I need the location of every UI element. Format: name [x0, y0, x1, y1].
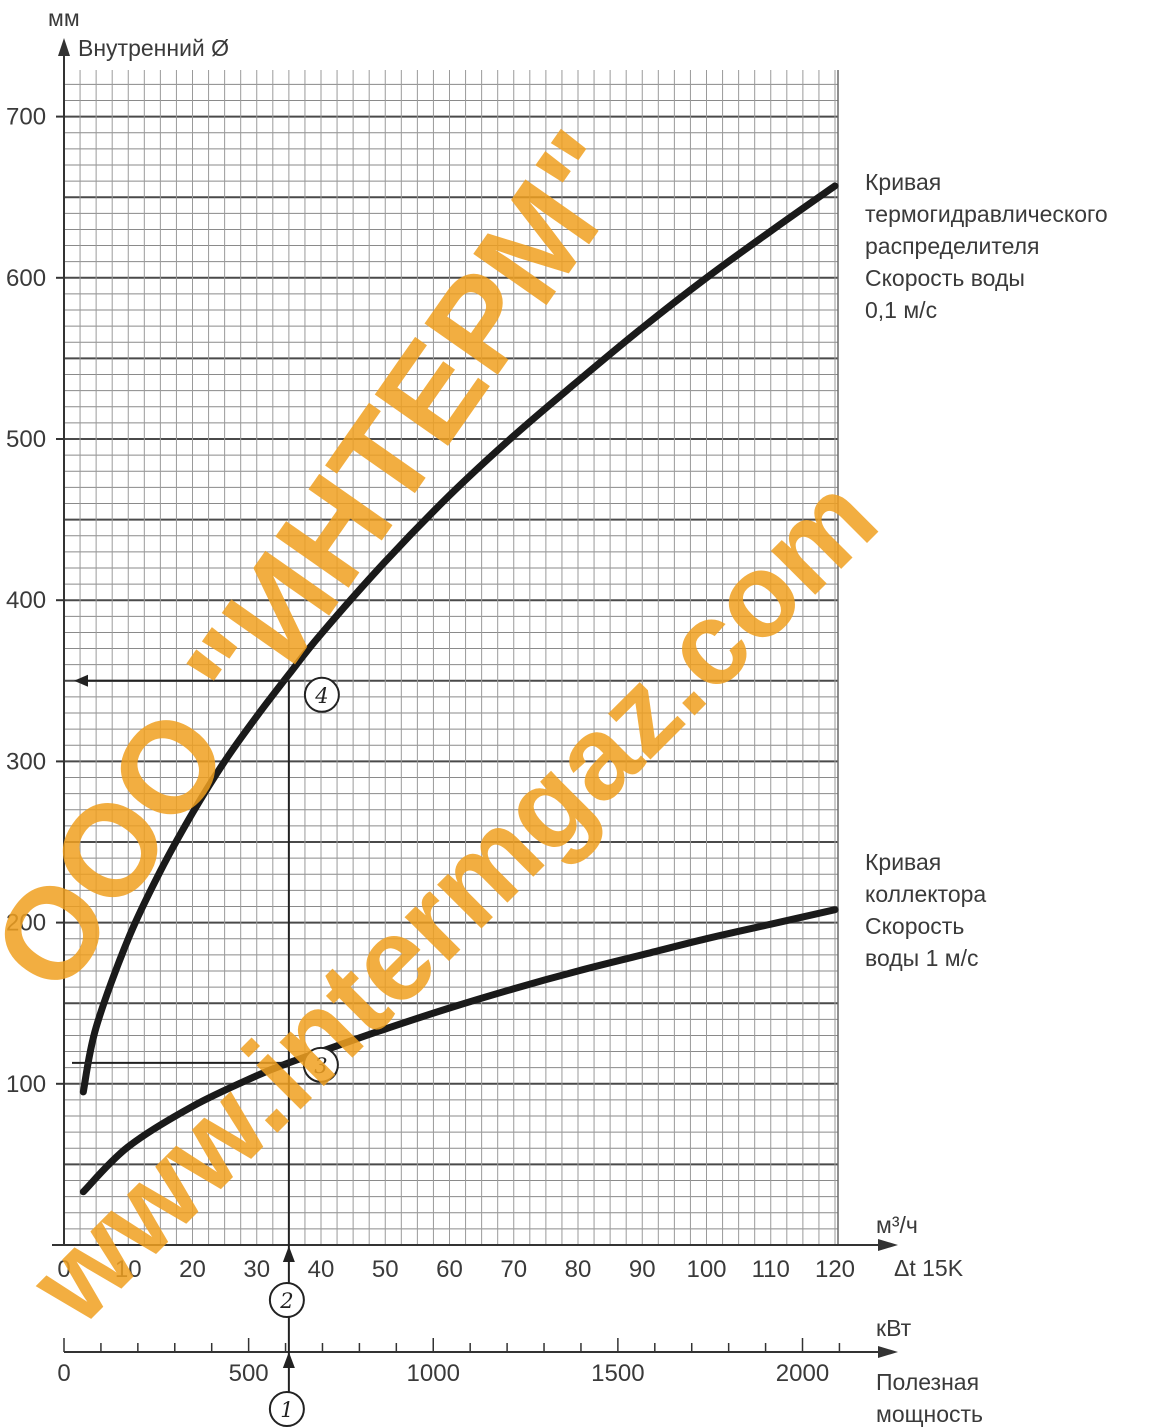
- x-tick-label: 120: [815, 1256, 855, 1283]
- example-arrow-diameter: [74, 674, 88, 687]
- series-1-line: [79, 182, 839, 1096]
- example-construction: 1 2 3 4: [72, 674, 340, 1427]
- y-tick-label: 700: [6, 104, 46, 131]
- x-unit-label: м³/ч: [876, 1212, 918, 1238]
- example-arrow-power: [282, 1352, 295, 1368]
- series-1-label-line-1: Кривая: [865, 169, 941, 195]
- x2-axis-title-line-2: мощность: [876, 1401, 983, 1427]
- y-tick-label: 100: [6, 1071, 46, 1098]
- series-2-label-line-3: Скорость: [865, 913, 964, 939]
- example-marker-label-2: 2: [279, 1289, 293, 1313]
- x2-tick-label: 0: [57, 1360, 70, 1387]
- x-tick-label: 60: [436, 1256, 463, 1283]
- x2-axis-arrow: [878, 1346, 898, 1358]
- series-2-label-line-4: воды 1 м/с: [865, 945, 978, 971]
- example-marker-2: [268, 1282, 305, 1318]
- x2-tick-label: 1500: [591, 1360, 644, 1387]
- x-axis-arrow: [878, 1239, 898, 1251]
- curve-labels: Кривая термогидравлического распределите…: [865, 169, 1108, 971]
- example-marker-label-4: 4: [314, 684, 328, 708]
- chart-grid: [64, 70, 839, 1245]
- x-tick-label: 80: [565, 1256, 592, 1283]
- x-tick-label: 40: [308, 1256, 335, 1283]
- y-tick-label: 300: [6, 748, 46, 775]
- series-1-label-line-5: 0,1 м/с: [865, 297, 937, 323]
- example-marker-3: [302, 1046, 339, 1083]
- series-2-label-line-2: коллектора: [865, 881, 986, 907]
- series-1-label-line-2: термогидравлического: [865, 201, 1108, 227]
- y-axis-arrow: [58, 38, 70, 56]
- series-2-label-line-1: Кривая: [865, 849, 941, 875]
- y-unit-label: мм: [48, 5, 80, 31]
- x-tick-label: 90: [629, 1256, 656, 1283]
- x2-unit-label: кВт: [876, 1315, 912, 1341]
- x2-tick-label: 2000: [776, 1360, 829, 1387]
- x2-tick-label: 500: [229, 1360, 269, 1387]
- x-tick-label: 0: [57, 1256, 70, 1283]
- y-tick-label: 500: [6, 426, 46, 453]
- x-tick-label: 50: [372, 1256, 399, 1283]
- watermark: ООО "ИНТЕРМ" www.intermgaz.com: [0, 105, 902, 1349]
- x2-axis-title-line-1: Полезная: [876, 1369, 979, 1395]
- x-tick-label: 20: [179, 1256, 206, 1283]
- example-marker-label-1: 1: [280, 1398, 293, 1422]
- series-1-label-line-4: Скорость воды: [865, 265, 1025, 291]
- x-tick-label: 70: [500, 1256, 527, 1283]
- series-2-line: [79, 906, 839, 1196]
- x-tick-label: 30: [243, 1256, 270, 1283]
- example-marker-4: [303, 676, 340, 713]
- example-arrow-flow: [282, 1246, 295, 1262]
- y-tick-label: 200: [6, 910, 46, 937]
- y-tick-label: 600: [6, 265, 46, 292]
- y-axis-title: Внутренний Ø: [78, 35, 229, 61]
- example-marker-label-3: 3: [314, 1054, 327, 1078]
- chart-labels: мм Внутренний Ø м³/ч Δt 15K кВт Полезная…: [48, 5, 983, 1427]
- x-tick-label: 10: [115, 1256, 142, 1283]
- x-tick-label: 100: [686, 1256, 726, 1283]
- chart-series: [79, 182, 839, 1196]
- series-1-label-line-3: распределителя: [865, 233, 1040, 259]
- x-tick-label: 110: [752, 1256, 790, 1283]
- x2-tick-label: 1000: [407, 1360, 460, 1387]
- y-tick-label: 400: [6, 587, 46, 614]
- example-marker-1: [268, 1391, 305, 1427]
- x-axis-title: Δt 15K: [894, 1255, 964, 1281]
